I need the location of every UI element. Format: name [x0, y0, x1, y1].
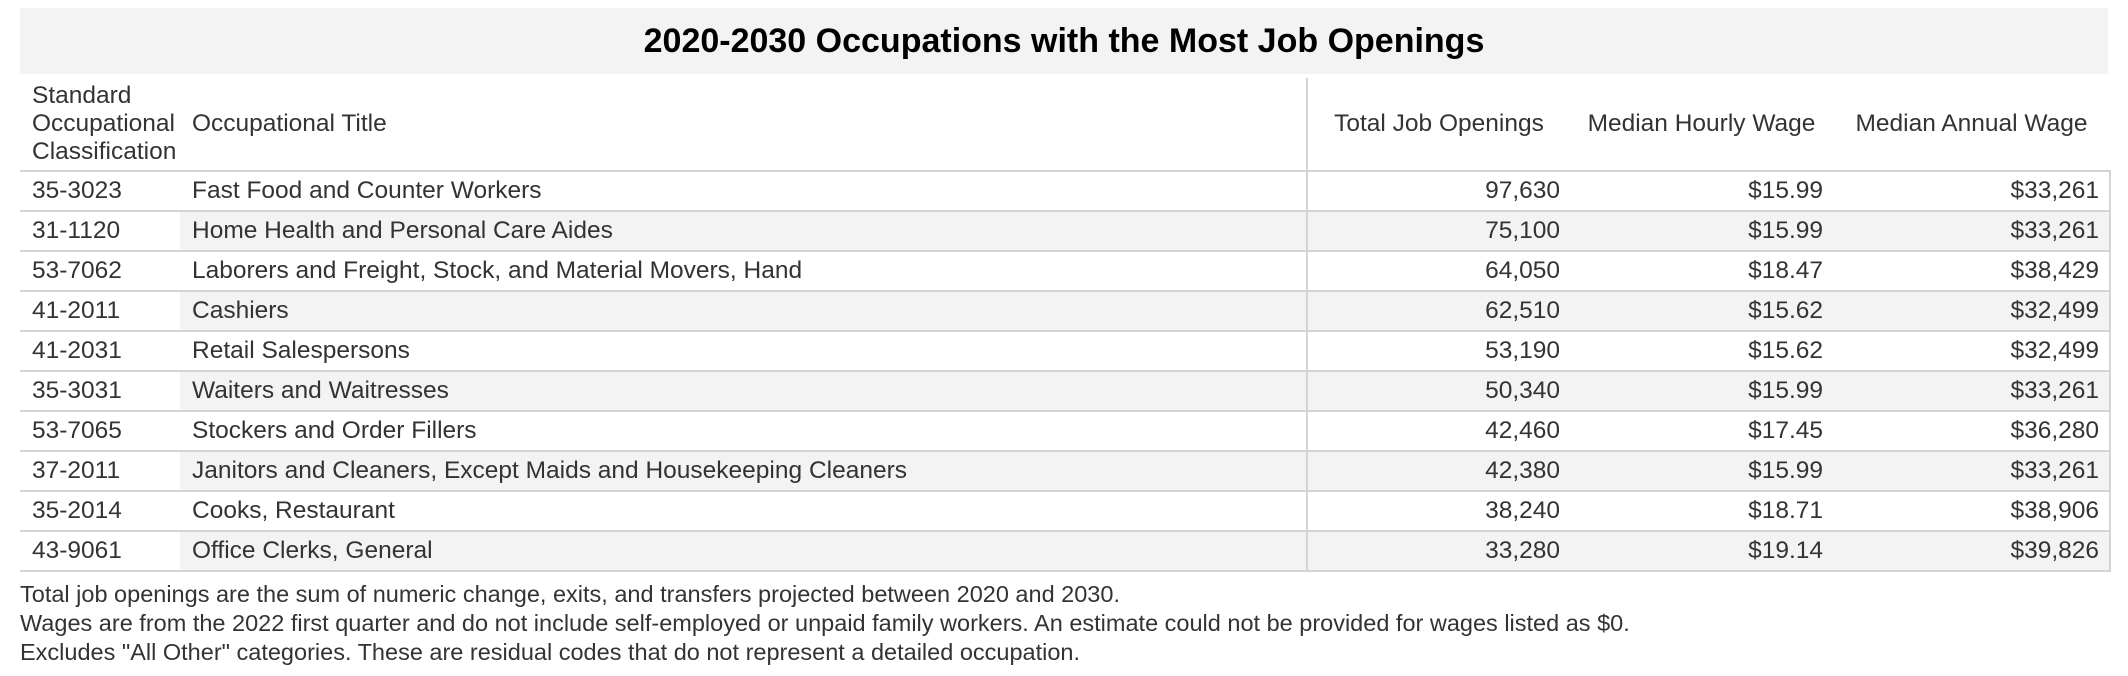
cell-hourly: $15.62 [1570, 331, 1833, 372]
table-row: 37-2011 Janitors and Cleaners, Except Ma… [20, 451, 2111, 492]
cell-openings: 53,190 [1307, 331, 1570, 372]
cell-soc: 53-7062 [20, 251, 180, 292]
cell-soc: 35-3023 [20, 171, 180, 212]
cell-soc: 41-2011 [20, 291, 180, 332]
cell-annual: $32,499 [1833, 331, 2111, 372]
cell-openings: 38,240 [1307, 491, 1570, 532]
cell-openings: 62,510 [1307, 291, 1570, 332]
table-row: 31-1120 Home Health and Personal Care Ai… [20, 211, 2111, 252]
cell-hourly: $15.99 [1570, 451, 1833, 492]
cell-hourly: $15.99 [1570, 371, 1833, 412]
cell-annual: $33,261 [1833, 171, 2111, 212]
table-row: 41-2011 Cashiers 62,510 $15.62 $32,499 [20, 291, 2111, 332]
table-row: 35-3031 Waiters and Waitresses 50,340 $1… [20, 371, 2111, 412]
cell-hourly: $15.62 [1570, 291, 1833, 332]
table-row: 53-7065 Stockers and Order Fillers 42,46… [20, 411, 2111, 452]
cell-annual: $33,261 [1833, 451, 2111, 492]
header-soc-line3: Classification [32, 138, 177, 165]
cell-openings: 64,050 [1307, 251, 1570, 292]
footnote-openings: Total job openings are the sum of numeri… [20, 581, 1120, 607]
cell-hourly: $18.71 [1570, 491, 1833, 532]
table-row: 35-3023 Fast Food and Counter Workers 97… [20, 171, 2111, 212]
cell-title: Home Health and Personal Care Aides [180, 211, 1308, 252]
cell-annual: $38,429 [1833, 251, 2111, 292]
cell-title: Janitors and Cleaners, Except Maids and … [180, 451, 1308, 492]
header-hourly[interactable]: Median Hourly Wage [1570, 78, 1833, 172]
table-row: 43-9061 Office Clerks, General 33,280 $1… [20, 531, 2111, 572]
cell-openings: 97,630 [1307, 171, 1570, 212]
header-annual[interactable]: Median Annual Wage [1833, 78, 2110, 172]
cell-openings: 75,100 [1307, 211, 1570, 252]
cell-annual: $38,906 [1833, 491, 2111, 532]
cell-title: Waiters and Waitresses [180, 371, 1308, 412]
page-title: 2020-2030 Occupations with the Most Job … [643, 21, 1485, 60]
cell-soc: 35-3031 [20, 371, 180, 412]
title-bar: 2020-2030 Occupations with the Most Job … [20, 8, 2108, 74]
table-row: 41-2031 Retail Salespersons 53,190 $15.6… [20, 331, 2111, 372]
cell-title: Fast Food and Counter Workers [180, 171, 1308, 212]
header-soc-line2: Occupational [32, 110, 176, 137]
footnote-wages: Wages are from the 2022 first quarter an… [20, 610, 1630, 636]
cell-soc: 41-2031 [20, 331, 180, 372]
table-header: Standard Occupational Classification Occ… [20, 78, 2110, 172]
cell-hourly: $15.99 [1570, 171, 1833, 212]
cell-title: Cashiers [180, 291, 1308, 332]
footnote-exclusions: Excludes "All Other" categories. These a… [20, 639, 1081, 665]
cell-soc: 53-7065 [20, 411, 180, 452]
footnotes: Total job openings are the sum of numeri… [20, 580, 2110, 667]
cell-soc: 31-1120 [20, 211, 180, 252]
cell-hourly: $17.45 [1570, 411, 1833, 452]
cell-hourly: $18.47 [1570, 251, 1833, 292]
cell-hourly: $15.99 [1570, 211, 1833, 252]
cell-openings: 42,380 [1307, 451, 1570, 492]
cell-openings: 42,460 [1307, 411, 1570, 452]
cell-title: Laborers and Freight, Stock, and Materia… [180, 251, 1308, 292]
cell-annual: $39,826 [1833, 531, 2111, 572]
cell-annual: $32,499 [1833, 291, 2111, 332]
cell-title: Stockers and Order Fillers [180, 411, 1308, 452]
table-body: 35-3023 Fast Food and Counter Workers 97… [20, 171, 2111, 572]
header-title[interactable]: Occupational Title [180, 78, 1308, 172]
cell-openings: 50,340 [1307, 371, 1570, 412]
header-soc[interactable]: Standard Occupational Classification [20, 78, 180, 172]
cell-title: Office Clerks, General [180, 531, 1308, 572]
table-row: 53-7062 Laborers and Freight, Stock, and… [20, 251, 2111, 292]
cell-title: Retail Salespersons [180, 331, 1308, 372]
cell-annual: $36,280 [1833, 411, 2111, 452]
cell-title: Cooks, Restaurant [180, 491, 1308, 532]
header-row: Standard Occupational Classification Occ… [20, 78, 2110, 172]
header-soc-line1: Standard [32, 82, 132, 109]
cell-openings: 33,280 [1307, 531, 1570, 572]
cell-hourly: $19.14 [1570, 531, 1833, 572]
cell-annual: $33,261 [1833, 371, 2111, 412]
cell-soc: 43-9061 [20, 531, 180, 572]
cell-annual: $33,261 [1833, 211, 2111, 252]
occupations-table: Standard Occupational Classification Occ… [20, 78, 2111, 572]
header-openings[interactable]: Total Job Openings [1307, 78, 1570, 172]
cell-soc: 35-2014 [20, 491, 180, 532]
cell-soc: 37-2011 [20, 451, 180, 492]
table-row: 35-2014 Cooks, Restaurant 38,240 $18.71 … [20, 491, 2111, 532]
